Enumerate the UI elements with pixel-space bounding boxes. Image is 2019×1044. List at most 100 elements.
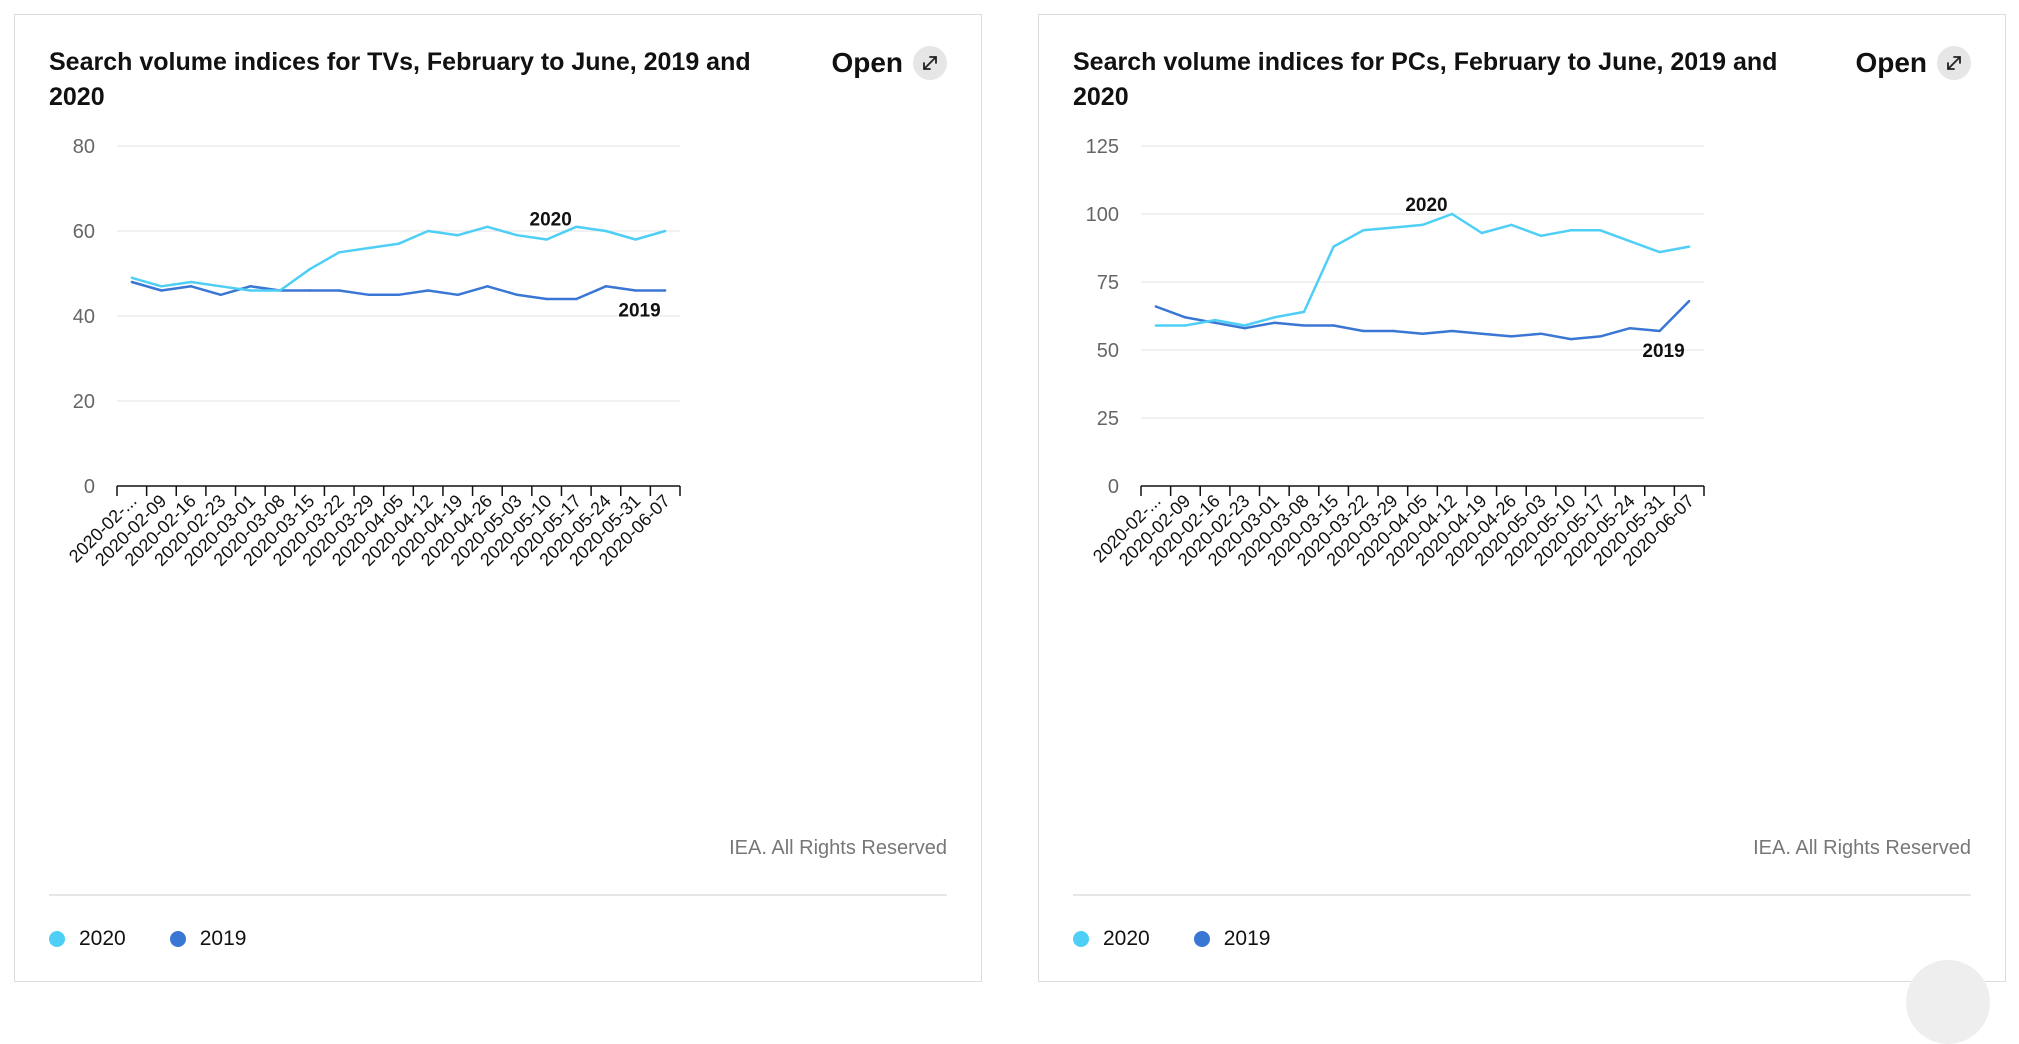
credit-text: IEA. All Rights Reserved <box>729 837 947 859</box>
y-tick-label: 50 <box>1097 340 1119 362</box>
data-point-2019 <box>1480 332 1483 335</box>
data-point-2019 <box>189 285 193 288</box>
data-point-2020 <box>367 246 371 250</box>
data-point-2019 <box>1569 337 1572 341</box>
data-point-2019 <box>1628 327 1632 330</box>
data-point-2020 <box>515 234 519 237</box>
data-point-2019 <box>1539 332 1543 335</box>
y-tick-label: 0 <box>84 476 95 498</box>
divider <box>49 894 947 896</box>
y-tick-label: 100 <box>1086 204 1119 226</box>
data-point-2020 <box>1213 318 1217 322</box>
data-point-2020 <box>456 234 459 237</box>
data-point-2020 <box>634 238 637 241</box>
data-point-2020 <box>219 285 222 288</box>
legend-label-2019: 2019 <box>1223 927 1271 950</box>
data-point-2020 <box>1450 212 1454 216</box>
data-point-2020 <box>486 225 489 228</box>
data-point-2019 <box>1243 327 1246 330</box>
data-point-2020 <box>1391 226 1395 229</box>
legend: 2020 2019 <box>1073 927 1270 951</box>
series-annotation-2020: 2020 <box>530 210 572 231</box>
y-tick-label: 60 <box>73 221 95 243</box>
data-point-2020 <box>1243 324 1246 327</box>
data-point-2019 <box>1450 329 1454 333</box>
open-button[interactable]: Open <box>831 43 947 83</box>
data-point-2019 <box>1273 321 1276 324</box>
data-point-2020 <box>249 289 252 292</box>
data-point-2020 <box>189 280 193 284</box>
data-point-2020 <box>1421 223 1424 227</box>
divider <box>1073 894 1971 896</box>
data-point-2019 <box>1687 299 1691 303</box>
data-point-2019 <box>1421 332 1424 335</box>
data-point-2019 <box>1362 329 1365 333</box>
series-annotation-2020: 2020 <box>1405 195 1447 216</box>
data-point-2019 <box>1332 324 1335 327</box>
data-point-2019 <box>426 289 430 292</box>
data-point-2020 <box>663 229 667 233</box>
data-point-2020 <box>1628 240 1632 243</box>
data-point-2020 <box>1539 234 1543 237</box>
data-point-2019 <box>545 297 548 301</box>
data-point-2019 <box>249 285 252 288</box>
chart-title: Search volume indices for TVs, February … <box>49 48 751 111</box>
data-point-2020 <box>160 285 163 288</box>
data-point-2019 <box>663 289 667 292</box>
data-point-2020 <box>397 242 400 245</box>
data-point-2019 <box>1658 329 1661 333</box>
data-point-2019 <box>486 285 489 288</box>
data-point-2019 <box>367 293 371 296</box>
data-point-2020 <box>1569 229 1572 232</box>
expand-icon <box>1937 46 1971 80</box>
legend-item-2019[interactable]: 2019 <box>1193 927 1271 951</box>
legend: 2020 2019 <box>49 927 246 951</box>
series-annotation-2019: 2019 <box>618 301 660 322</box>
legend-label-2020: 2020 <box>79 927 126 950</box>
data-point-2020 <box>1302 310 1306 314</box>
data-point-2019 <box>160 289 163 292</box>
data-point-2019 <box>1391 329 1395 333</box>
data-point-2020 <box>278 289 282 292</box>
open-label: Open <box>1855 47 1927 78</box>
data-point-2020 <box>575 225 578 228</box>
legend-dot-2019 <box>1193 931 1210 947</box>
data-point-2019 <box>1302 324 1306 327</box>
data-point-2019 <box>604 285 608 288</box>
data-point-2020 <box>426 229 430 233</box>
data-point-2019 <box>456 293 459 296</box>
data-point-2019 <box>397 293 400 296</box>
open-button[interactable]: Open <box>1855 43 1971 83</box>
legend-item-2019[interactable]: 2019 <box>169 927 246 951</box>
data-point-2020 <box>308 268 311 271</box>
y-tick-label: 25 <box>1097 408 1119 430</box>
chart-title: Search volume indices for PCs, February … <box>1073 48 1778 111</box>
legend-item-2020[interactable]: 2020 <box>1073 927 1150 951</box>
y-tick-label: 40 <box>73 306 95 328</box>
y-tick-label: 125 <box>1086 136 1119 158</box>
y-tick-label: 20 <box>73 391 95 413</box>
data-point-2019 <box>130 280 134 284</box>
data-point-2020 <box>1510 223 1513 227</box>
data-point-2019 <box>1184 316 1187 319</box>
data-point-2020 <box>1658 250 1661 254</box>
data-point-2020 <box>1154 324 1158 327</box>
data-point-2020 <box>604 229 608 233</box>
data-point-2019 <box>1599 335 1602 338</box>
expand-icon <box>913 46 947 80</box>
y-tick-label: 80 <box>73 136 95 158</box>
series-line-2020 <box>1155 212 1690 327</box>
data-point-2020 <box>1599 229 1602 232</box>
data-point-2020 <box>545 238 548 241</box>
data-point-2020 <box>1480 231 1483 235</box>
scroll-top-button[interactable] <box>1906 960 1990 1044</box>
series-line-2020 <box>131 225 666 292</box>
data-point-2019 <box>338 289 341 292</box>
data-point-2019 <box>1154 305 1158 308</box>
data-point-2020 <box>338 251 341 254</box>
data-point-2019 <box>308 289 311 292</box>
legend-item-2020[interactable]: 2020 <box>49 927 126 951</box>
data-point-2020 <box>1362 229 1365 232</box>
y-tick-label: 75 <box>1097 272 1119 294</box>
data-point-2020 <box>1184 324 1187 327</box>
